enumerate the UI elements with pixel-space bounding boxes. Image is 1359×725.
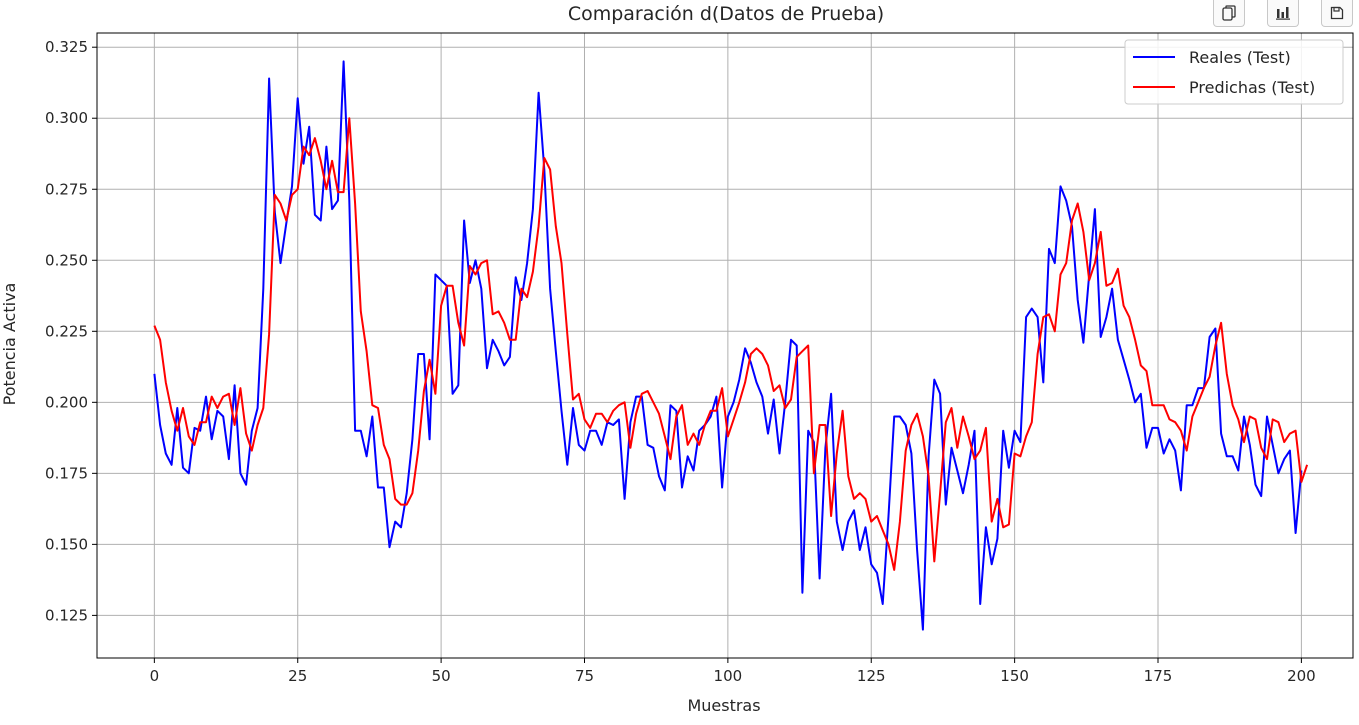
y-tick-label: 0.250 <box>45 251 88 269</box>
series-line-predichas <box>153 117 1309 571</box>
x-tick-label: 25 <box>288 667 307 685</box>
y-axis-label: Potencia Activa <box>0 283 19 406</box>
y-tick-label: 0.225 <box>45 322 88 340</box>
x-axis-label: Muestras <box>687 696 760 715</box>
tick-layer: 0 25 50 75 100 125 150 175 200 0.125 0.150 0.175 0.2… <box>45 38 1316 685</box>
series-layer <box>153 60 1309 631</box>
y-tick-label: 0.150 <box>45 535 88 553</box>
legend: Reales (Test) Predichas (Test) <box>1124 39 1344 105</box>
bar-chart-icon <box>1276 7 1290 20</box>
y-tick-label: 0.300 <box>45 109 88 127</box>
chart-view-button[interactable] <box>1267 0 1299 27</box>
x-tick-label: 100 <box>714 667 743 685</box>
x-tick-label: 200 <box>1287 667 1316 685</box>
y-tick-label: 0.175 <box>45 464 88 482</box>
copy-button[interactable] <box>1213 0 1245 27</box>
save-button[interactable] <box>1321 0 1353 27</box>
plot-frame <box>96 32 1354 659</box>
legend-box <box>1124 39 1344 105</box>
x-tick-label: 125 <box>857 667 886 685</box>
x-tick-label: 75 <box>575 667 594 685</box>
grid-layer <box>97 33 1353 658</box>
copy-icon <box>1222 5 1236 21</box>
y-tick-label: 0.275 <box>45 180 88 198</box>
series-line-reales <box>153 60 1303 631</box>
chart-toolbar <box>1213 0 1359 27</box>
y-tick-label: 0.200 <box>45 393 88 411</box>
x-tick-label: 175 <box>1144 667 1173 685</box>
legend-label: Reales (Test) <box>1189 48 1291 67</box>
save-icon <box>1330 6 1344 20</box>
chart-title: Comparación d(Datos de Prueba) <box>568 3 884 25</box>
x-tick-label: 150 <box>1000 667 1029 685</box>
x-tick-label: 0 <box>150 667 160 685</box>
y-tick-label: 0.325 <box>45 38 88 56</box>
legend-label: Predichas (Test) <box>1189 78 1315 97</box>
x-tick-label: 50 <box>432 667 451 685</box>
y-tick-label: 0.125 <box>45 606 88 624</box>
